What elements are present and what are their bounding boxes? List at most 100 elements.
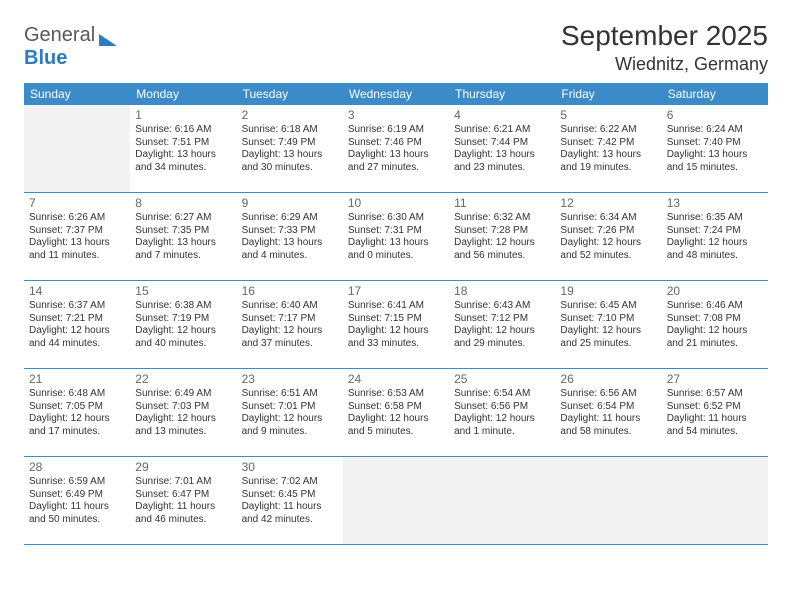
sunrise-line: Sunrise: 6:29 AM [242,212,338,225]
calendar-cell: 11Sunrise: 6:32 AMSunset: 7:28 PMDayligh… [449,193,555,281]
daylight-line: Daylight: 12 hours and 17 minutes. [29,413,125,438]
sunset-line: Sunset: 7:40 PM [667,137,763,150]
brand-logo: General Blue [24,20,117,70]
day-number: 26 [560,372,656,387]
calendar-cell: 20Sunrise: 6:46 AMSunset: 7:08 PMDayligh… [662,281,768,369]
daylight-line: Daylight: 12 hours and 21 minutes. [667,325,763,350]
sunset-line: Sunset: 7:42 PM [560,137,656,150]
sunset-line: Sunset: 7:46 PM [348,137,444,150]
calendar-cell: 16Sunrise: 6:40 AMSunset: 7:17 PMDayligh… [237,281,343,369]
day-number: 24 [348,372,444,387]
day-number: 29 [135,460,231,475]
calendar-cell [555,457,661,545]
sunrise-line: Sunrise: 6:19 AM [348,124,444,137]
sunset-line: Sunset: 7:28 PM [454,225,550,238]
daylight-line: Daylight: 12 hours and 9 minutes. [242,413,338,438]
calendar-cell: 3Sunrise: 6:19 AMSunset: 7:46 PMDaylight… [343,105,449,193]
sunset-line: Sunset: 7:31 PM [348,225,444,238]
sunrise-line: Sunrise: 6:48 AM [29,388,125,401]
day-number: 19 [560,284,656,299]
daylight-line: Daylight: 13 hours and 23 minutes. [454,149,550,174]
weekday-header: Tuesday [237,83,343,105]
calendar-cell: 8Sunrise: 6:27 AMSunset: 7:35 PMDaylight… [130,193,236,281]
day-number: 6 [667,108,763,123]
daylight-line: Daylight: 12 hours and 48 minutes. [667,237,763,262]
day-number: 4 [454,108,550,123]
weekday-header: Sunday [24,83,130,105]
calendar-cell: 12Sunrise: 6:34 AMSunset: 7:26 PMDayligh… [555,193,661,281]
calendar-cell: 29Sunrise: 7:01 AMSunset: 6:47 PMDayligh… [130,457,236,545]
weekday-header: Wednesday [343,83,449,105]
calendar-cell: 14Sunrise: 6:37 AMSunset: 7:21 PMDayligh… [24,281,130,369]
calendar-cell: 1Sunrise: 6:16 AMSunset: 7:51 PMDaylight… [130,105,236,193]
sunset-line: Sunset: 7:05 PM [29,401,125,414]
sunrise-line: Sunrise: 6:49 AM [135,388,231,401]
day-number: 30 [242,460,338,475]
sunset-line: Sunset: 7:49 PM [242,137,338,150]
calendar-cell: 9Sunrise: 6:29 AMSunset: 7:33 PMDaylight… [237,193,343,281]
day-number: 23 [242,372,338,387]
header-region: General Blue September 2025 Wiednitz, Ge… [24,20,768,75]
calendar-cell: 25Sunrise: 6:54 AMSunset: 6:56 PMDayligh… [449,369,555,457]
sunrise-line: Sunrise: 6:32 AM [454,212,550,225]
daylight-line: Daylight: 13 hours and 7 minutes. [135,237,231,262]
daylight-line: Daylight: 13 hours and 0 minutes. [348,237,444,262]
brand-part2: Blue [24,47,67,69]
brand-text: General Blue [24,24,95,70]
sunset-line: Sunset: 6:56 PM [454,401,550,414]
sunset-line: Sunset: 7:10 PM [560,313,656,326]
calendar-cell: 22Sunrise: 6:49 AMSunset: 7:03 PMDayligh… [130,369,236,457]
calendar-row: 28Sunrise: 6:59 AMSunset: 6:49 PMDayligh… [24,457,768,545]
sunset-line: Sunset: 6:58 PM [348,401,444,414]
daylight-line: Daylight: 13 hours and 4 minutes. [242,237,338,262]
sunrise-line: Sunrise: 6:38 AM [135,300,231,313]
weekday-header: Thursday [449,83,555,105]
sunset-line: Sunset: 7:37 PM [29,225,125,238]
sunrise-line: Sunrise: 6:53 AM [348,388,444,401]
sunset-line: Sunset: 7:12 PM [454,313,550,326]
weekday-header: Monday [130,83,236,105]
sunset-line: Sunset: 7:19 PM [135,313,231,326]
sunset-line: Sunset: 7:35 PM [135,225,231,238]
daylight-line: Daylight: 13 hours and 27 minutes. [348,149,444,174]
calendar-table: SundayMondayTuesdayWednesdayThursdayFrid… [24,83,768,545]
sunset-line: Sunset: 7:21 PM [29,313,125,326]
day-number: 22 [135,372,231,387]
calendar-cell: 13Sunrise: 6:35 AMSunset: 7:24 PMDayligh… [662,193,768,281]
sunrise-line: Sunrise: 6:54 AM [454,388,550,401]
day-number: 11 [454,196,550,211]
calendar-row: 21Sunrise: 6:48 AMSunset: 7:05 PMDayligh… [24,369,768,457]
sunset-line: Sunset: 7:08 PM [667,313,763,326]
day-number: 7 [29,196,125,211]
calendar-cell: 23Sunrise: 6:51 AMSunset: 7:01 PMDayligh… [237,369,343,457]
day-number: 8 [135,196,231,211]
brand-triangle-icon [99,34,117,46]
calendar-cell: 27Sunrise: 6:57 AMSunset: 6:52 PMDayligh… [662,369,768,457]
day-number: 18 [454,284,550,299]
day-number: 25 [454,372,550,387]
sunset-line: Sunset: 7:33 PM [242,225,338,238]
calendar-cell [343,457,449,545]
sunrise-line: Sunrise: 6:22 AM [560,124,656,137]
day-number: 1 [135,108,231,123]
daylight-line: Daylight: 11 hours and 50 minutes. [29,501,125,526]
sunrise-line: Sunrise: 6:27 AM [135,212,231,225]
day-number: 21 [29,372,125,387]
sunset-line: Sunset: 6:45 PM [242,489,338,502]
daylight-line: Daylight: 12 hours and 52 minutes. [560,237,656,262]
day-number: 10 [348,196,444,211]
daylight-line: Daylight: 12 hours and 33 minutes. [348,325,444,350]
calendar-cell: 10Sunrise: 6:30 AMSunset: 7:31 PMDayligh… [343,193,449,281]
day-number: 27 [667,372,763,387]
sunset-line: Sunset: 6:54 PM [560,401,656,414]
daylight-line: Daylight: 12 hours and 25 minutes. [560,325,656,350]
calendar-cell: 2Sunrise: 6:18 AMSunset: 7:49 PMDaylight… [237,105,343,193]
day-number: 2 [242,108,338,123]
day-number: 15 [135,284,231,299]
sunrise-line: Sunrise: 6:16 AM [135,124,231,137]
calendar-row: 1Sunrise: 6:16 AMSunset: 7:51 PMDaylight… [24,105,768,193]
weekday-header: Friday [555,83,661,105]
calendar-cell: 24Sunrise: 6:53 AMSunset: 6:58 PMDayligh… [343,369,449,457]
calendar-header-row: SundayMondayTuesdayWednesdayThursdayFrid… [24,83,768,105]
calendar-cell: 5Sunrise: 6:22 AMSunset: 7:42 PMDaylight… [555,105,661,193]
